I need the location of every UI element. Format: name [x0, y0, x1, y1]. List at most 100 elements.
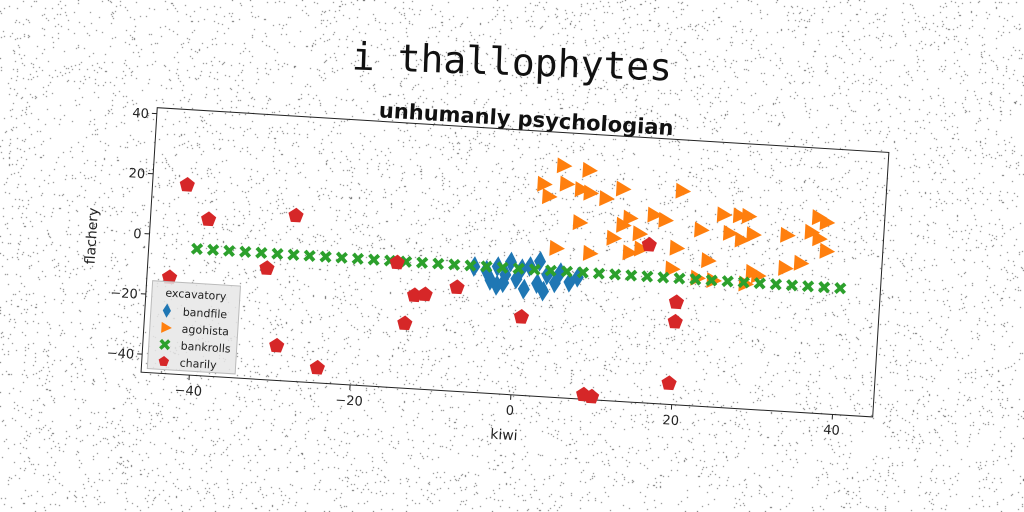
point-bankrolls: [705, 274, 718, 287]
point-charily: [161, 269, 178, 285]
point-bankrolls: [206, 243, 220, 257]
series-charily: [161, 176, 685, 404]
legend-label-bandfile: bandfile: [182, 306, 227, 322]
point-bankrolls: [287, 248, 300, 261]
point-agohista: [556, 157, 573, 174]
point-charily: [668, 294, 685, 310]
point-agohista: [582, 244, 599, 261]
x-tick-label: 20: [662, 413, 679, 429]
point-agohista: [804, 223, 821, 240]
point-agohista: [647, 206, 664, 223]
point-charily: [269, 337, 285, 353]
point-bandfile: [531, 273, 544, 294]
x-tick-label: 40: [823, 423, 840, 439]
point-bankrolls: [351, 252, 365, 265]
y-tick-label: −40: [106, 346, 134, 363]
point-bankrolls: [335, 251, 348, 264]
x-axis: −40 −20 0 20 40: [174, 375, 840, 439]
point-agohista: [793, 254, 810, 271]
y-tick-label: −20: [110, 286, 138, 303]
legend-label-agohista: agohista: [181, 323, 229, 339]
point-charily: [661, 375, 677, 391]
x-axis-label: kiwi: [490, 427, 518, 445]
point-bankrolls: [801, 280, 815, 293]
point-bankrolls: [753, 277, 767, 290]
point-bankrolls: [737, 276, 750, 289]
point-bankrolls: [785, 279, 799, 292]
point-bandfile: [499, 264, 512, 286]
legend-marker-charily: [158, 356, 170, 367]
point-charily: [397, 315, 413, 331]
point-bankrolls: [528, 263, 541, 276]
point-agohista: [811, 209, 828, 226]
point-agohista: [778, 259, 794, 276]
point-bankrolls: [817, 281, 831, 294]
point-bankrolls: [255, 246, 268, 260]
point-bandfile: [537, 280, 550, 302]
point-agohista: [732, 207, 749, 224]
point-agohista: [722, 224, 739, 241]
point-bankrolls: [190, 242, 204, 256]
point-agohista: [606, 229, 623, 246]
point-charily: [389, 254, 405, 270]
point-bankrolls: [608, 268, 622, 281]
point-charily: [309, 359, 325, 375]
point-agohista: [701, 252, 717, 269]
point-agohista: [599, 190, 615, 207]
point-agohista: [582, 161, 598, 178]
point-bankrolls: [769, 278, 783, 291]
point-bankrolls: [641, 270, 654, 283]
point-agohista: [537, 175, 553, 192]
point-bankrolls: [624, 269, 638, 282]
legend-marker-bandfile: [162, 303, 171, 318]
point-agohista: [574, 181, 591, 198]
point-bankrolls: [512, 262, 525, 275]
legend-marker-bankrolls: [159, 338, 171, 351]
point-agohista: [615, 180, 632, 197]
point-bandfile: [484, 270, 497, 291]
point-agohista: [675, 182, 692, 199]
point-charily: [288, 207, 304, 223]
legend-label-bankrolls: bankrolls: [180, 340, 231, 356]
point-agohista: [812, 230, 828, 247]
point-charily: [584, 388, 600, 404]
legend: excavatory bandfileagohistabankrollschar…: [146, 280, 242, 375]
point-bandfile: [491, 256, 504, 278]
point-bankrolls: [576, 266, 590, 279]
point-bankrolls: [271, 247, 284, 260]
point-bankrolls: [592, 267, 606, 280]
point-agohista: [734, 231, 751, 248]
point-bankrolls: [432, 257, 445, 270]
legend-label-charily: charily: [179, 357, 217, 372]
point-agohista: [669, 239, 686, 256]
legend-box: [146, 280, 242, 375]
point-bankrolls: [480, 260, 493, 273]
point-bankrolls: [689, 273, 702, 286]
point-bankrolls: [834, 282, 847, 295]
point-bankrolls: [319, 250, 332, 263]
point-bankrolls: [721, 275, 734, 288]
y-tick-label: 20: [128, 166, 145, 182]
legend-title: excavatory: [165, 287, 227, 304]
point-bankrolls: [560, 265, 574, 278]
point-bankrolls: [496, 261, 509, 274]
point-agohista: [716, 206, 733, 223]
point-agohista: [665, 260, 681, 277]
point-charily: [179, 176, 195, 192]
legend-marker-agohista: [161, 321, 172, 333]
point-charily: [513, 309, 530, 324]
point-bankrolls: [303, 249, 316, 262]
point-charily: [259, 260, 275, 276]
point-agohista: [622, 244, 639, 261]
x-tick-label: 0: [505, 404, 514, 419]
y-tick-label: 0: [133, 227, 142, 242]
point-agohista: [559, 175, 576, 192]
point-agohista: [819, 242, 836, 259]
point-bankrolls: [239, 245, 252, 259]
point-agohista: [780, 226, 796, 243]
point-agohista: [741, 207, 758, 224]
point-agohista: [541, 188, 558, 205]
point-agohista: [632, 225, 649, 242]
point-agohista: [694, 221, 710, 238]
data-marks: [161, 157, 847, 404]
